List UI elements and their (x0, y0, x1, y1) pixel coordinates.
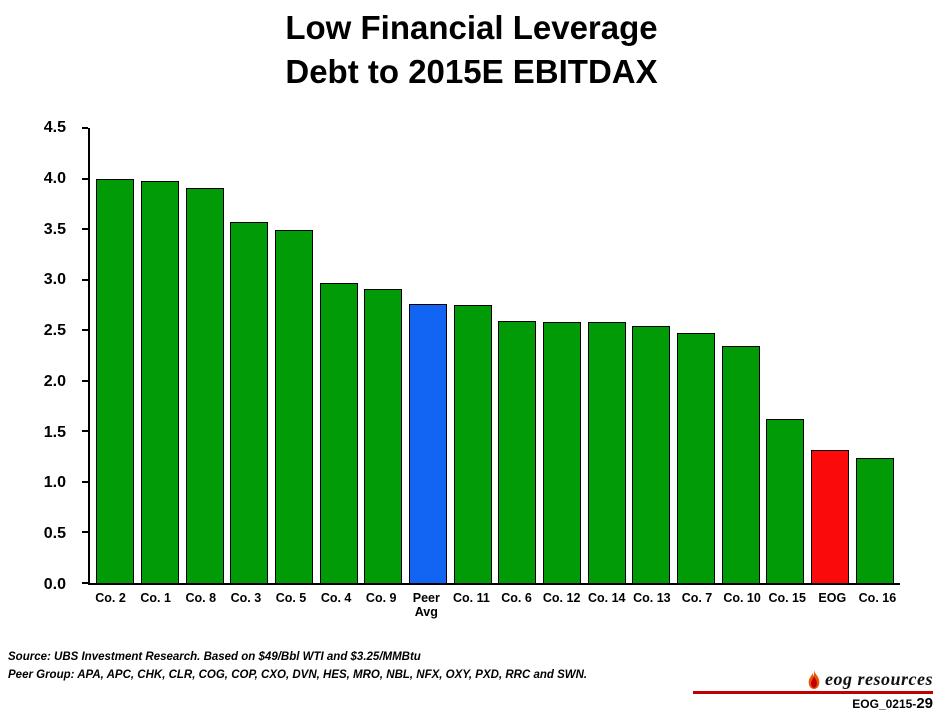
x-tick-label: Co. 16 (858, 591, 897, 605)
bar-co-2 (96, 178, 135, 583)
bar-co-11 (453, 304, 492, 583)
y-tick-mark (82, 531, 88, 534)
bar-column (629, 128, 674, 583)
x-tick-label: Co. 9 (365, 591, 397, 605)
y-tick-label: 3.0 (43, 271, 66, 289)
plot-area (82, 127, 900, 585)
x-tick-label: Co. 6 (501, 591, 532, 605)
y-tick-label: 1.0 (43, 474, 66, 492)
y-tick-label: 4.5 (43, 119, 66, 136)
bar-co-7 (677, 333, 716, 583)
x-tick-label: Co. 10 (723, 591, 761, 605)
bars-row (90, 128, 900, 583)
y-tick-label: 1.5 (43, 423, 66, 441)
y-tick-label: 0.5 (43, 525, 66, 543)
slide-code: EOG_0215-29 (852, 695, 933, 712)
bar-column (540, 128, 585, 583)
x-tick-label: Co. 12 (542, 591, 581, 605)
bar-column (450, 128, 495, 583)
bar-co-9 (364, 288, 403, 583)
x-tick-label: Co. 11 (453, 591, 490, 605)
bar-co-14 (587, 322, 626, 583)
x-tick-label: Co. 1 (140, 591, 171, 605)
bar-column (763, 128, 808, 583)
y-tick-mark (82, 278, 88, 281)
chart-title-block: Low Financial Leverage Debt to 2015E EBI… (0, 6, 943, 93)
eog-logo: eog resources (807, 669, 933, 690)
page-number: 29 (916, 695, 933, 712)
y-tick-label: 2.0 (43, 372, 66, 390)
source-note: Source: UBS Investment Research. Based o… (8, 651, 421, 663)
bar-column (182, 128, 227, 583)
bar-column (272, 128, 317, 583)
x-tick-label: Co. 15 (768, 591, 806, 605)
bar-co-13 (632, 326, 671, 583)
x-tick-label: Co. 14 (588, 591, 626, 605)
footnotes: Source: UBS Investment Research. Based o… (8, 648, 587, 685)
y-tick-label: 3.5 (43, 220, 66, 238)
y-tick-mark (82, 177, 88, 180)
bar-co-3 (230, 222, 269, 583)
bar-column (138, 128, 183, 583)
y-tick-mark (82, 228, 88, 231)
bar-column (808, 128, 853, 583)
bar-eog (811, 449, 850, 583)
chart-title: Low Financial Leverage (285, 9, 658, 46)
y-tick-mark (82, 582, 88, 584)
bar-peer-avg (409, 303, 448, 583)
logo-underline (693, 691, 933, 694)
bar-co-1 (141, 180, 179, 583)
x-tick-label: Co. 5 (275, 591, 307, 605)
chart-subtitle: Debt to 2015E EBITDAX (285, 52, 658, 90)
y-tick-mark (82, 329, 88, 332)
y-tick-label: 4.0 (43, 169, 66, 187)
y-tick-label: 0.0 (43, 576, 66, 593)
slide-code-prefix: EOG_0215- (852, 697, 917, 711)
bar-column (406, 128, 451, 583)
y-tick-label: 2.5 (43, 322, 66, 340)
y-tick-mark (82, 127, 88, 129)
y-tick-mark (82, 379, 88, 382)
x-tick-label: Co. 13 (633, 591, 671, 605)
flame-icon (808, 669, 820, 689)
bar-column (93, 128, 138, 583)
x-tick-label: Peer Avg (412, 591, 440, 620)
bar-column (852, 128, 897, 583)
bar-column (584, 128, 629, 583)
logo-text: eog resources (825, 669, 933, 689)
bar-column (361, 128, 406, 583)
y-axis: 4.5 4.0 3.5 3.0 2.5 2.0 1.5 1.0 0.5 0.0 (0, 119, 80, 593)
bar-column (674, 128, 719, 583)
x-tick-label: Co. 3 (230, 591, 262, 605)
bar-co-16 (855, 457, 894, 583)
bar-column (316, 128, 361, 583)
x-tick-label: Co. 8 (185, 591, 217, 605)
bar-co-10 (721, 346, 760, 583)
bar-column (227, 128, 272, 583)
x-tick-label: Co. 2 (95, 591, 126, 605)
x-tick-label: Co. 4 (320, 591, 352, 605)
bar-column (718, 128, 763, 583)
bar-chart: 4.5 4.0 3.5 3.0 2.5 2.0 1.5 1.0 0.5 0.0 Co. 2 Co. … (0, 118, 943, 630)
bar-column (495, 128, 540, 583)
y-tick-mark (82, 430, 88, 433)
x-tick-label: EOG (818, 591, 847, 605)
bar-co-8 (185, 187, 224, 583)
bar-co-4 (319, 282, 358, 583)
peer-group-note: Peer Group: APA, APC, CHK, CLR, COG, COP… (8, 669, 588, 682)
bar-co-6 (498, 321, 537, 583)
bar-co-5 (275, 230, 313, 583)
x-tick-label: Co. 7 (681, 591, 713, 605)
bar-co-12 (543, 322, 582, 583)
bar-co-15 (766, 419, 805, 583)
y-tick-mark (82, 480, 88, 483)
x-labels-row: Co. 2 Co. 1 Co. 8 Co. 3 Co. 5 Co. 4 Co. 9 Peer … (88, 591, 900, 620)
